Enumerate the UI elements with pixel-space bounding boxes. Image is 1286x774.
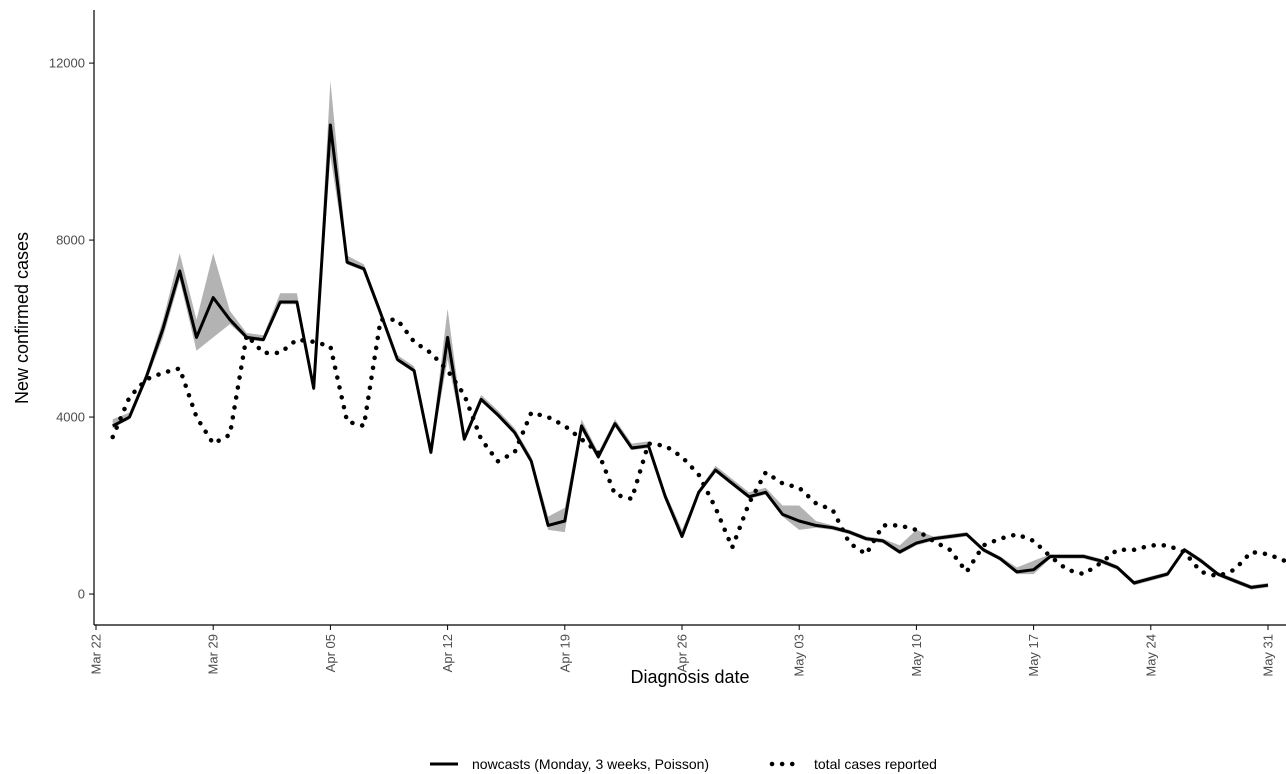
legend-label-nowcasts: nowcasts (Monday, 3 weeks, Poisson) <box>472 756 709 772</box>
x-axis-title: Diagnosis date <box>630 667 749 687</box>
x-tick-label: May 17 <box>1026 634 1041 677</box>
x-tick-label: May 03 <box>792 634 807 677</box>
plot-area <box>110 80 1286 590</box>
series-line-nowcasts <box>112 123 1269 589</box>
x-tick-label: Apr 19 <box>557 634 572 672</box>
y-axis-title: New confirmed cases <box>12 232 32 404</box>
x-tick-label: Apr 12 <box>440 634 455 672</box>
series-line-total-cases-reported <box>110 317 1286 579</box>
y-tick-label: 8000 <box>56 233 85 248</box>
x-axis: Mar 22 Mar 29 Apr 05 Apr 12 Apr 19 Apr 26 May … <box>89 624 1286 677</box>
x-tick-label: Apr 05 <box>323 634 338 672</box>
x-tick-label: May 24 <box>1143 634 1158 677</box>
legend: nowcasts (Monday, 3 weeks, Poisson) tota… <box>430 756 937 772</box>
x-tick-label: May 10 <box>909 634 924 677</box>
y-tick-label: 4000 <box>56 410 85 425</box>
x-tick-label: Mar 22 <box>89 634 104 674</box>
legend-label-total-cases: total cases reported <box>814 756 937 772</box>
x-tick-label: Mar 29 <box>206 634 221 674</box>
y-tick-label: 0 <box>78 587 85 602</box>
x-tick-label: May 31 <box>1261 634 1276 677</box>
y-axis: 0 4000 8000 12000 <box>49 10 95 625</box>
y-tick-label: 12000 <box>49 56 85 71</box>
x-tick-label: Apr 26 <box>675 634 690 672</box>
